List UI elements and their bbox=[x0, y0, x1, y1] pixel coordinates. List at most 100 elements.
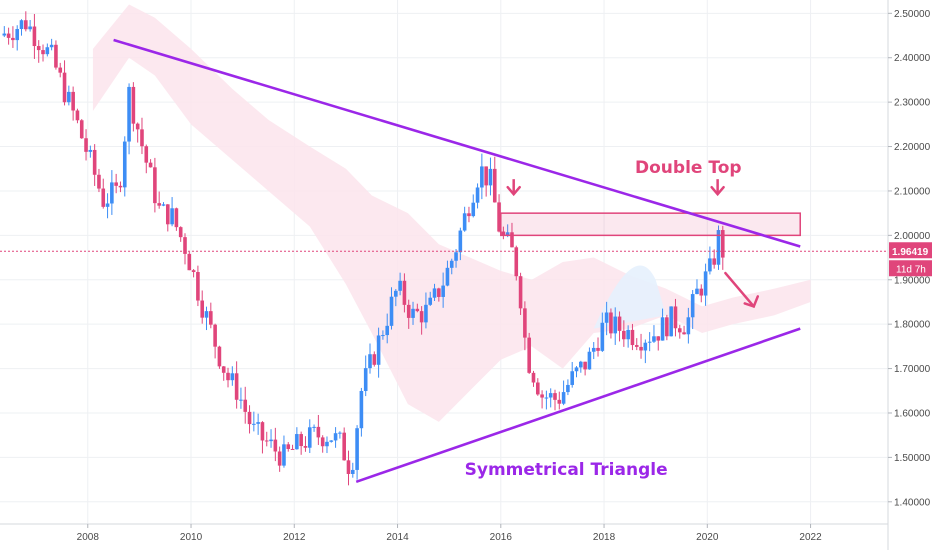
candle-body bbox=[695, 288, 699, 295]
candle-body bbox=[131, 86, 136, 124]
candle-body bbox=[105, 203, 110, 207]
candle-body bbox=[518, 276, 523, 309]
time-tick-label: 2012 bbox=[283, 532, 306, 543]
price-tick-label: 2.00000 bbox=[894, 231, 931, 242]
time-axis[interactable]: 2008 2010 2012 2014 2016 2018 2020 2022 bbox=[0, 523, 888, 543]
candle-body bbox=[445, 267, 450, 286]
candle-body bbox=[411, 308, 415, 318]
price-tick-label: 1.60000 bbox=[894, 408, 931, 419]
candle-body bbox=[239, 399, 243, 401]
down-arrow-head bbox=[710, 185, 725, 197]
candle-body bbox=[307, 427, 312, 448]
projection-arrow-line bbox=[724, 271, 756, 308]
candle-body bbox=[114, 182, 118, 186]
candle-body bbox=[449, 260, 454, 268]
candle-body bbox=[376, 335, 381, 365]
candle-body bbox=[514, 247, 519, 277]
candle-body bbox=[2, 33, 7, 36]
candle-body bbox=[699, 288, 704, 296]
candle-body bbox=[677, 328, 682, 333]
candle-body bbox=[320, 437, 325, 447]
candle-body bbox=[45, 47, 50, 55]
time-tick-label: 2016 bbox=[490, 532, 513, 543]
lower-trendline bbox=[355, 327, 801, 484]
candle-body bbox=[394, 290, 398, 297]
candle-body bbox=[88, 149, 93, 152]
candle-body bbox=[630, 329, 635, 346]
candle-body bbox=[647, 341, 652, 343]
candle-body bbox=[153, 167, 157, 204]
candle-body bbox=[682, 332, 686, 335]
price-tick-label: 1.70000 bbox=[894, 364, 931, 375]
down-arrow-head bbox=[506, 185, 521, 197]
time-tick-label: 2014 bbox=[386, 532, 409, 543]
candle-body bbox=[527, 337, 531, 373]
candle-body bbox=[110, 182, 114, 204]
candle-body bbox=[639, 346, 643, 351]
candle-body bbox=[213, 324, 217, 347]
candle-body bbox=[230, 373, 235, 381]
candle-body bbox=[303, 446, 308, 448]
candle-body bbox=[226, 372, 230, 381]
candle-body bbox=[277, 451, 282, 466]
candle-body bbox=[544, 397, 549, 399]
candle-body bbox=[359, 390, 364, 429]
price-tick-label: 1.50000 bbox=[894, 453, 931, 464]
candle-body bbox=[41, 50, 45, 55]
candle-body bbox=[492, 168, 497, 203]
candle-body bbox=[187, 253, 192, 271]
candle-body bbox=[475, 187, 480, 203]
candle-body bbox=[346, 460, 351, 474]
candle-body bbox=[97, 174, 101, 189]
candle-body bbox=[36, 46, 41, 51]
candle-body bbox=[480, 166, 484, 188]
candle-body bbox=[432, 288, 437, 298]
candle-body bbox=[67, 91, 71, 103]
candle-body bbox=[295, 434, 299, 450]
candle-body bbox=[579, 361, 583, 368]
candle-body bbox=[161, 204, 166, 206]
candle-body bbox=[596, 347, 600, 351]
candle-body bbox=[566, 384, 570, 393]
candle-body bbox=[591, 347, 596, 352]
price-tick-label: 1.40000 bbox=[894, 497, 931, 508]
price-tick-label: 2.10000 bbox=[894, 186, 931, 197]
candle-body bbox=[570, 371, 575, 385]
candle-body bbox=[419, 311, 424, 323]
candle-body bbox=[712, 258, 716, 265]
candle-body bbox=[665, 317, 669, 337]
candle-body bbox=[557, 399, 562, 404]
countdown-label: 11d 7h bbox=[896, 264, 926, 275]
resistance-zone-box bbox=[500, 212, 801, 237]
candle-body bbox=[170, 208, 174, 225]
candle-body bbox=[389, 296, 394, 326]
resistance-zone bbox=[500, 212, 801, 237]
candle-body bbox=[484, 166, 488, 186]
candle-body bbox=[398, 280, 402, 291]
candle-body bbox=[273, 439, 278, 452]
candlesticks bbox=[2, 11, 725, 486]
candle-body bbox=[204, 311, 209, 318]
candle-body bbox=[58, 67, 63, 73]
candle-body bbox=[299, 434, 303, 447]
candle-body bbox=[643, 342, 648, 351]
candle-body bbox=[252, 423, 256, 425]
candle-body bbox=[720, 230, 725, 258]
trendlines bbox=[113, 38, 801, 484]
candle-body bbox=[350, 469, 355, 474]
candle-body bbox=[441, 285, 445, 297]
candle-body bbox=[260, 422, 265, 441]
candle-body bbox=[548, 393, 553, 398]
price-axis[interactable]: 2.50000 2.40000 2.30000 2.20000 2.10000 2.000… bbox=[887, 0, 932, 550]
candle-body bbox=[234, 373, 239, 400]
candle-body bbox=[135, 123, 140, 130]
candle-body bbox=[609, 312, 613, 334]
candle-body bbox=[342, 432, 346, 461]
candle-body bbox=[178, 227, 183, 238]
candle-body bbox=[553, 393, 557, 400]
candle-body bbox=[148, 162, 153, 168]
candle-body bbox=[243, 399, 248, 412]
candle-body bbox=[600, 322, 605, 351]
candle-body bbox=[32, 26, 37, 47]
